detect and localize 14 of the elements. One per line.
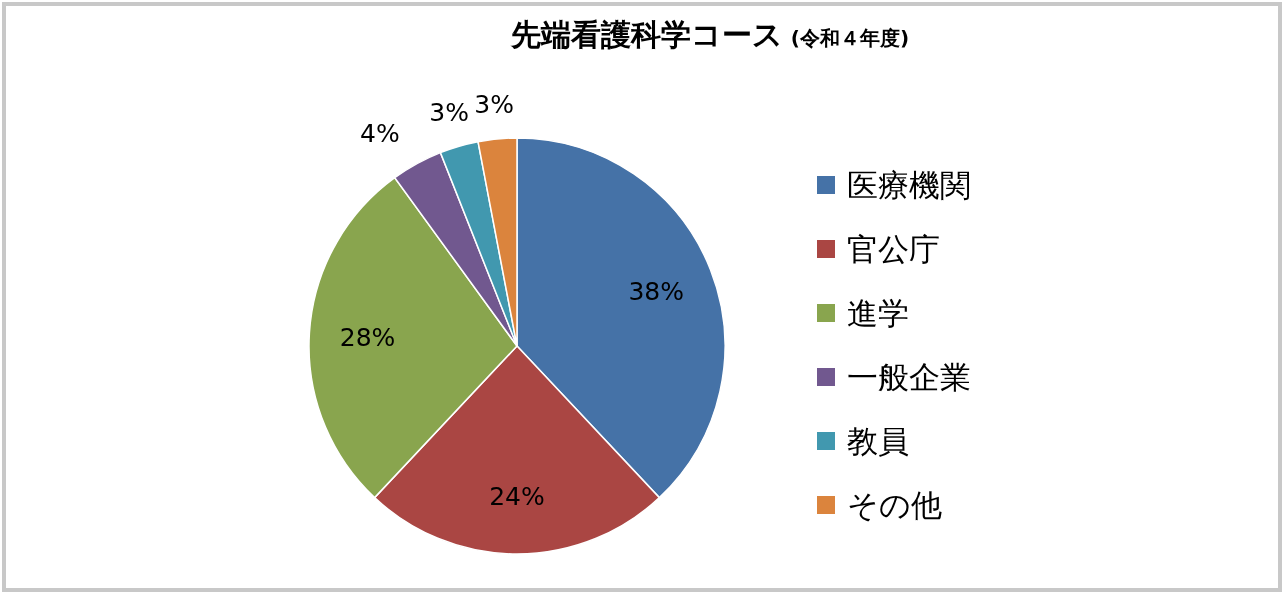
- data-label: 3%: [474, 89, 514, 119]
- legend-label: 官公庁: [847, 231, 940, 267]
- data-label: 28%: [339, 322, 396, 352]
- legend-label: 進学: [847, 295, 909, 331]
- legend-label: 医療機関: [847, 167, 971, 203]
- chart-title: 先端看護科学コース: [509, 17, 783, 52]
- data-label: 3%: [429, 98, 469, 128]
- legend-label: 一般企業: [847, 359, 971, 395]
- chart-subtitle: (令和４年度): [790, 26, 910, 50]
- data-label: 24%: [489, 481, 545, 511]
- data-label: 38%: [628, 276, 685, 306]
- data-label: 4%: [360, 118, 400, 148]
- legend-label: その他: [847, 487, 942, 523]
- legend-label: 教員: [847, 423, 909, 459]
